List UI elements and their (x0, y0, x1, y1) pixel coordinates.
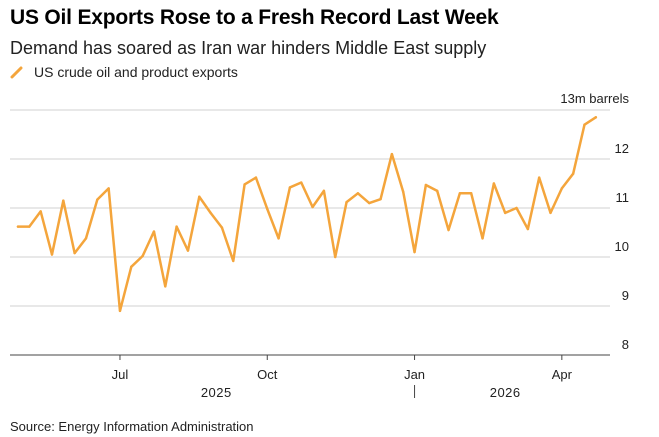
data-point (130, 265, 133, 268)
data-point (73, 251, 76, 255)
data-point (254, 176, 258, 179)
data-point (481, 237, 484, 240)
data-point (492, 182, 496, 185)
x-tick-label: Oct (257, 367, 278, 382)
year-label: 2025 (201, 385, 232, 400)
data-point (209, 211, 212, 215)
data-point (503, 211, 507, 215)
data-point (266, 207, 269, 211)
data-point (356, 192, 360, 195)
series-line-us-exports (16, 116, 598, 313)
data-point (515, 206, 518, 210)
legend-line-icon (10, 66, 23, 79)
data-point (198, 195, 201, 198)
data-point (334, 255, 337, 259)
data-point (436, 189, 439, 193)
y-tick-label: 12 (615, 141, 629, 156)
data-point (537, 176, 541, 179)
data-point (107, 187, 110, 190)
data-point (220, 226, 224, 229)
data-point (368, 201, 371, 205)
legend-label: US crude oil and product exports (34, 64, 238, 80)
data-point (379, 197, 382, 201)
data-point (560, 187, 564, 190)
data-point (300, 181, 303, 184)
data-point (571, 172, 575, 175)
data-point (277, 237, 280, 240)
data-point (470, 192, 473, 195)
data-point (16, 225, 20, 228)
data-point (28, 225, 31, 228)
x-tick-label: Jan (404, 367, 425, 382)
legend: US crude oil and product exports (10, 64, 238, 80)
data-point (345, 200, 348, 204)
data-point (288, 186, 292, 189)
data-point (447, 228, 450, 232)
data-point (594, 116, 598, 119)
data-point (322, 189, 326, 193)
y-tick-label: 11 (616, 190, 630, 205)
data-point (458, 192, 462, 195)
data-point (424, 183, 428, 187)
data-point (84, 237, 88, 240)
data-point (232, 259, 235, 263)
data-point (141, 254, 144, 258)
x-tick-label: Apr (552, 367, 573, 382)
data-point (311, 205, 314, 209)
data-point (402, 190, 405, 194)
data-point (39, 210, 42, 213)
chart-subtitle: Demand has soared as Iran war hinders Mi… (10, 38, 487, 58)
data-point (96, 198, 99, 201)
data-point (50, 253, 54, 256)
data-point (413, 250, 416, 254)
y-tick-label: 10 (615, 239, 629, 254)
data-point (152, 230, 156, 233)
data-point (62, 199, 65, 202)
data-point (175, 225, 178, 228)
data-point (390, 152, 394, 156)
source-note: Source: Energy Information Administratio… (10, 419, 254, 434)
data-point (549, 211, 552, 215)
x-tick-label: Jul (112, 367, 129, 382)
data-point (164, 285, 167, 288)
chart-title: US Oil Exports Rose to a Fresh Record La… (10, 6, 499, 29)
y-tick-label: 8 (622, 337, 629, 352)
data-point (118, 309, 122, 313)
y-tick-label: 9 (622, 288, 629, 303)
data-point (526, 227, 530, 231)
data-point (243, 183, 246, 186)
data-point (583, 123, 586, 126)
data-point (186, 249, 190, 252)
year-label: 2026 (490, 385, 521, 400)
unit-label: 13m barrels (560, 91, 629, 106)
